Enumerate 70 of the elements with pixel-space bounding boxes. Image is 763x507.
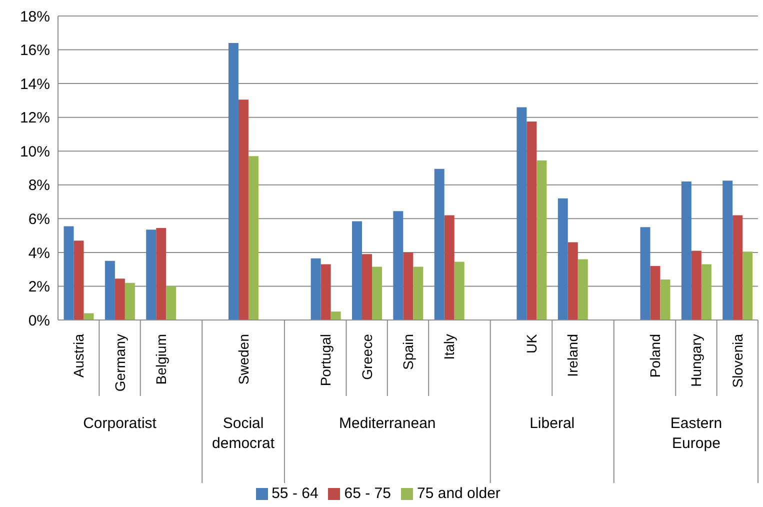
text: Corporatist (83, 415, 158, 432)
text: Mediterranean (339, 415, 436, 432)
x-tick-label: Greece (358, 334, 375, 380)
bar (372, 266, 382, 320)
bar (310, 258, 321, 320)
y-tick-label: 10% (20, 143, 50, 160)
text: Social democrat (212, 415, 276, 452)
y-tick-label: 8% (28, 177, 50, 194)
bar (104, 260, 115, 320)
bar (238, 100, 248, 320)
x-tick-label: Italy (441, 334, 458, 360)
x-tick-label: Sweden (235, 334, 252, 385)
bar (444, 215, 454, 320)
bar (146, 230, 156, 320)
y-tick-label: 12% (20, 110, 50, 127)
bar (84, 313, 94, 320)
bar (650, 266, 660, 320)
bar (74, 240, 84, 320)
x-tick-label: Germany (112, 334, 128, 392)
y-tick-label: 18% (20, 8, 50, 26)
bar (413, 266, 424, 320)
bar (516, 107, 527, 320)
bar (742, 252, 753, 320)
x-tick-label: UK (524, 333, 540, 354)
bar (320, 264, 331, 320)
y-tick-label: 2% (28, 278, 50, 296)
bar (352, 221, 362, 320)
bar (124, 282, 135, 320)
bar (536, 160, 547, 320)
bar (691, 250, 702, 320)
legend-label: 65 - 75 (344, 485, 391, 502)
bar (454, 262, 464, 320)
bar (732, 215, 743, 320)
bar (722, 180, 733, 320)
x-tick-label: Ireland (564, 334, 581, 377)
bar (403, 252, 414, 320)
x-tick-label: Belgium (152, 334, 169, 385)
bar (701, 264, 712, 320)
bar (114, 278, 125, 320)
bar (558, 198, 568, 320)
bar (330, 312, 341, 320)
y-tick-label: 14% (20, 76, 50, 93)
bar (156, 228, 166, 320)
x-tick-label: Hungary (688, 334, 704, 387)
x-tick-label: Austria (70, 334, 87, 378)
y-tick-label: 0% (28, 312, 50, 330)
x-tick-label: Slovenia (729, 334, 746, 388)
legend-label: 55 - 64 (272, 485, 318, 502)
text: Liberal (530, 415, 575, 432)
y-tick-label: 4% (28, 244, 50, 262)
bar (681, 182, 692, 320)
bar (568, 242, 578, 320)
bar (64, 226, 74, 320)
bar (362, 254, 372, 320)
x-tick-label: Spain (400, 334, 416, 370)
x-tick-label: Portugal (318, 334, 334, 386)
x-tick-label: Poland (647, 334, 664, 378)
bar (166, 286, 176, 320)
bar (393, 211, 404, 320)
y-tick-label: 16% (20, 42, 50, 60)
bar (248, 156, 258, 320)
y-tick-label: 6% (28, 210, 50, 228)
bar (660, 279, 670, 320)
bar (228, 43, 238, 320)
legend-label: 75 and older (417, 485, 500, 502)
bar (526, 122, 537, 320)
bar (434, 168, 444, 320)
text: Eastern Europe (670, 415, 722, 452)
bar (578, 259, 588, 320)
bar (640, 227, 650, 320)
